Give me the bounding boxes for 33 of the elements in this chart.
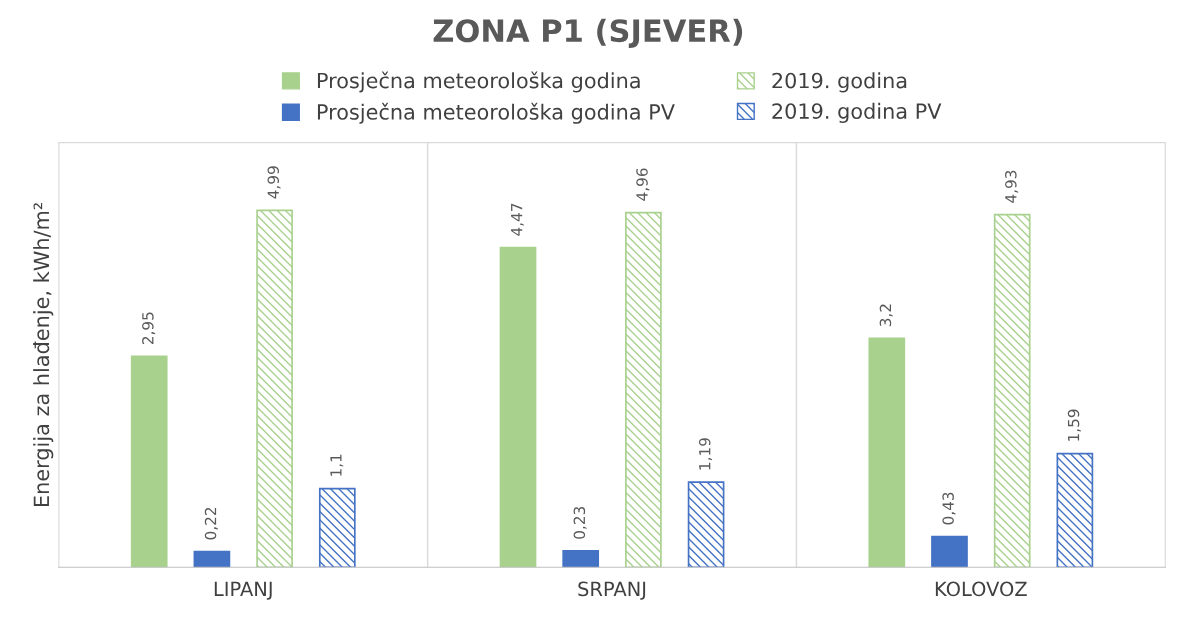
legend-label: Prosječna meteorološka godina PV xyxy=(317,102,675,124)
bar xyxy=(193,550,231,568)
data-label: 4,99 xyxy=(267,166,281,199)
data-label: 3,2 xyxy=(879,304,893,327)
x-tick-label: LIPANJ xyxy=(214,581,272,600)
bar xyxy=(687,481,725,568)
data-label: 0,43 xyxy=(942,492,956,525)
legend-label: 2019. godina xyxy=(772,72,907,93)
bar xyxy=(318,487,356,568)
bar xyxy=(931,535,968,568)
data-label: 0,22 xyxy=(204,507,218,540)
data-label: 4,47 xyxy=(511,203,524,236)
bar xyxy=(1056,452,1094,568)
bar xyxy=(993,213,1031,568)
bar xyxy=(130,355,168,568)
chart-title: ZONA P1 (SJEVER) xyxy=(433,18,743,48)
data-label: 4,96 xyxy=(636,168,650,201)
data-label: 1,19 xyxy=(698,438,713,470)
bar xyxy=(499,246,537,568)
data-label: 2,95 xyxy=(142,312,156,345)
bar xyxy=(625,211,662,568)
legend-label: Prosječna meteorološka godina xyxy=(317,71,640,93)
y-axis-title: Energija za hlađenje, kWh/m² xyxy=(33,203,54,507)
legend-label: 2019. godina PV xyxy=(772,102,942,124)
data-label: 1,59 xyxy=(1067,409,1081,441)
x-tick-label: SRPANJ xyxy=(578,581,646,600)
bar xyxy=(562,550,600,568)
bar xyxy=(256,209,293,568)
data-label: 1,1 xyxy=(330,454,344,476)
bar xyxy=(868,337,906,568)
data-label: 0,23 xyxy=(573,506,587,539)
x-tick-label: KOLOVOZ xyxy=(935,581,1027,597)
data-label: 4,93 xyxy=(1005,170,1019,203)
